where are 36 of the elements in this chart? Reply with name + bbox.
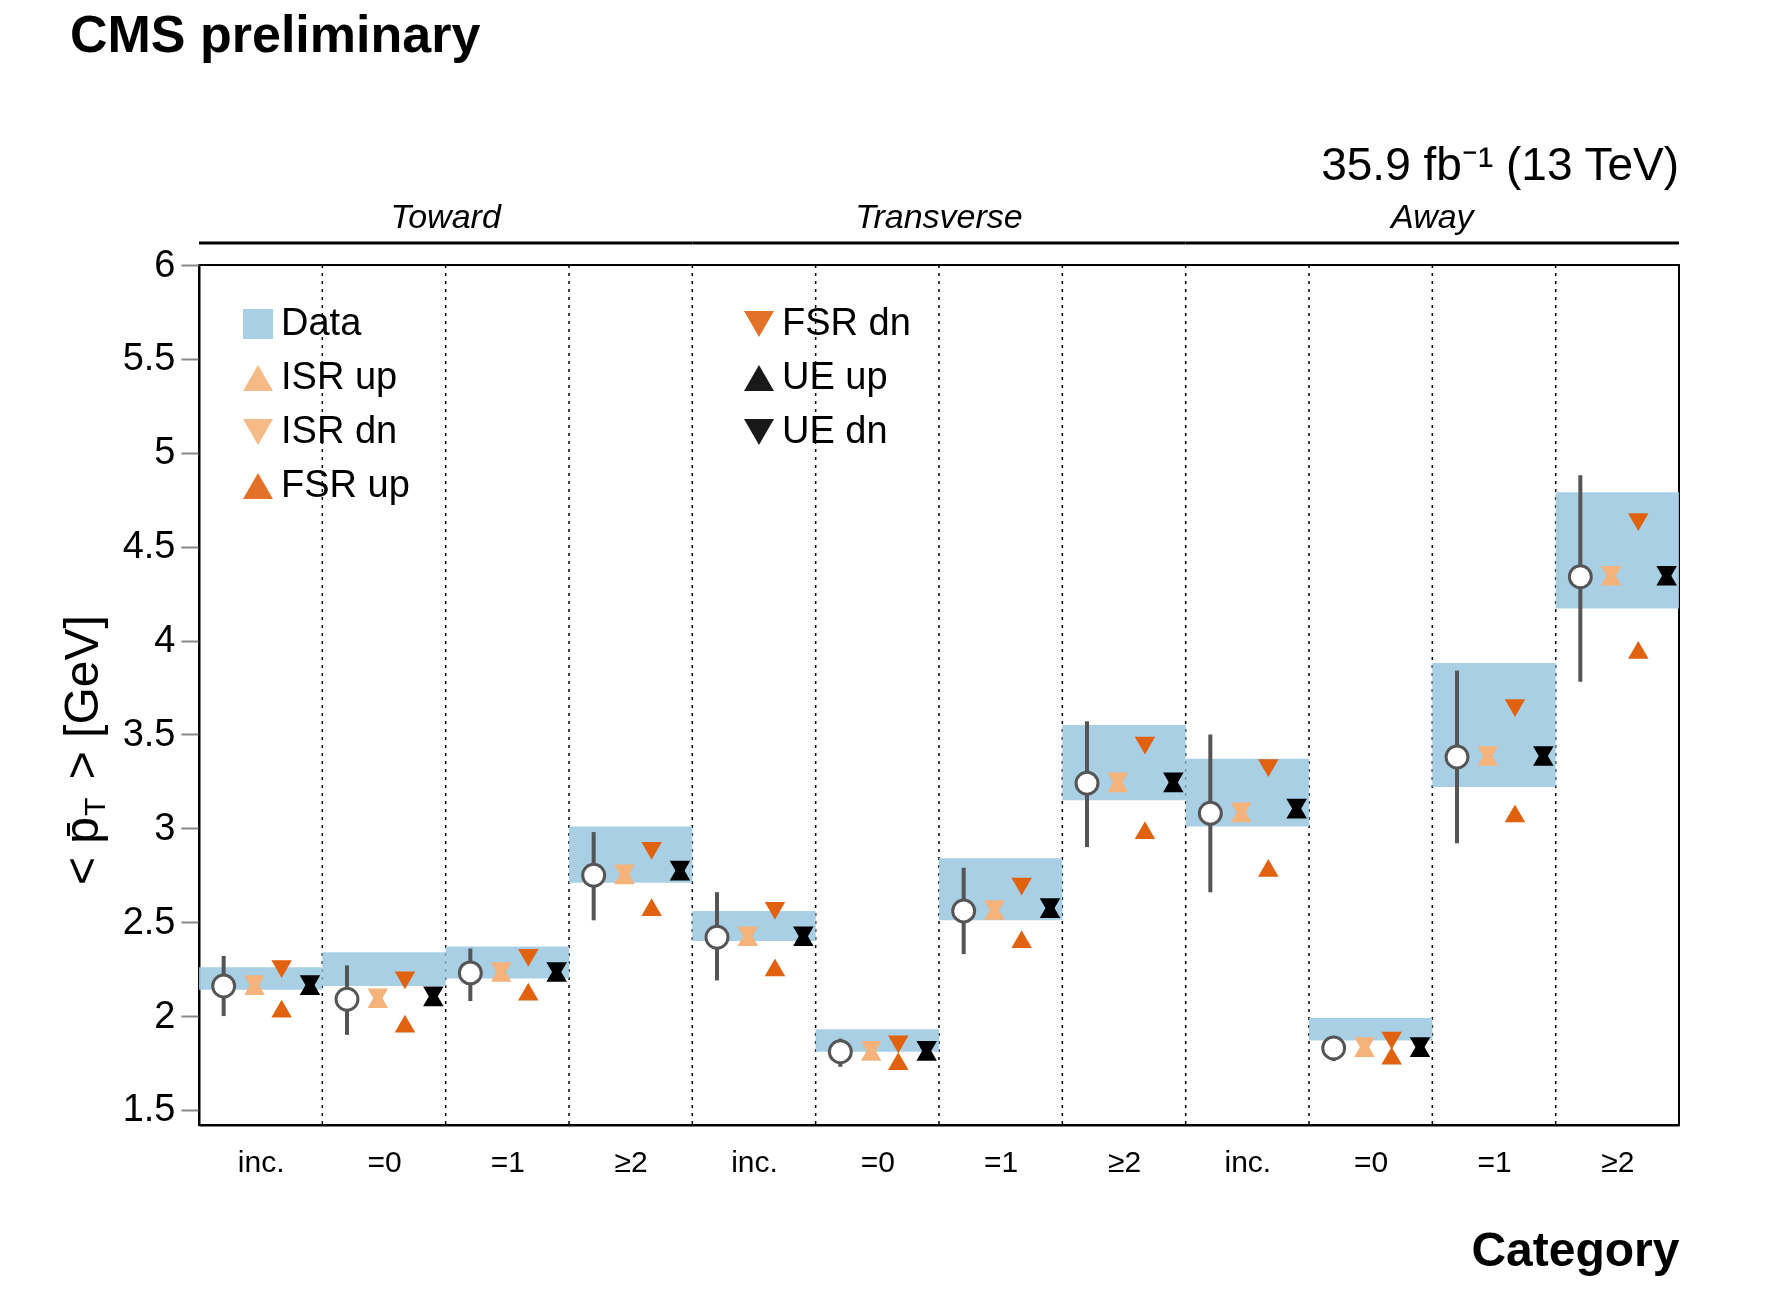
x-tick-label: =1 — [490, 1144, 525, 1178]
y-axis-title: < p̄T > [GeV] — [55, 615, 111, 885]
text: Toward — [390, 197, 502, 235]
y-tick-label: 5 — [154, 430, 176, 473]
x-tick-label: inc. — [1224, 1144, 1272, 1178]
legend-label: FSR dn — [782, 301, 911, 343]
y-tick-label: 4.5 — [122, 524, 176, 567]
legend-label: UE dn — [782, 409, 888, 451]
y-tick-label: 5.5 — [122, 336, 176, 379]
legend-label: Data — [281, 301, 363, 343]
x-tick-label: ≥2 — [1601, 1144, 1635, 1178]
y-tick-label: 1.5 — [122, 1087, 176, 1130]
x-tick-label: =0 — [367, 1144, 402, 1178]
legend-label: ISR up — [281, 355, 398, 397]
text: Away — [1389, 197, 1476, 235]
x-axis-title: Category — [1471, 1222, 1680, 1276]
legend-label: ISR dn — [281, 409, 398, 451]
legend-label: UE up — [782, 355, 888, 397]
y-tick-label: 3 — [154, 805, 176, 848]
text: 35.9 fb⁻¹ (13 TeV) — [1321, 138, 1679, 190]
legend-label: FSR up — [281, 463, 410, 505]
y-tick-label: 2 — [154, 993, 176, 1036]
x-tick-label: inc. — [237, 1144, 285, 1178]
x-tick-label: ≥2 — [1107, 1144, 1142, 1178]
x-tick-label: =1 — [1477, 1144, 1512, 1178]
x-tick-label: inc. — [731, 1144, 778, 1178]
y-tick-label: 4 — [154, 618, 176, 661]
y-tick-label: 2.5 — [122, 899, 176, 942]
y-tick-label: 3.5 — [122, 711, 176, 754]
y-tick-label: 6 — [154, 242, 176, 285]
x-tick-label: =1 — [984, 1144, 1019, 1178]
chart-title: CMS preliminary — [70, 5, 481, 63]
x-tick-label: =0 — [860, 1144, 895, 1178]
x-tick-label: ≥2 — [614, 1144, 648, 1178]
x-tick-label: =0 — [1354, 1144, 1389, 1178]
text: Transverse — [855, 197, 1023, 235]
